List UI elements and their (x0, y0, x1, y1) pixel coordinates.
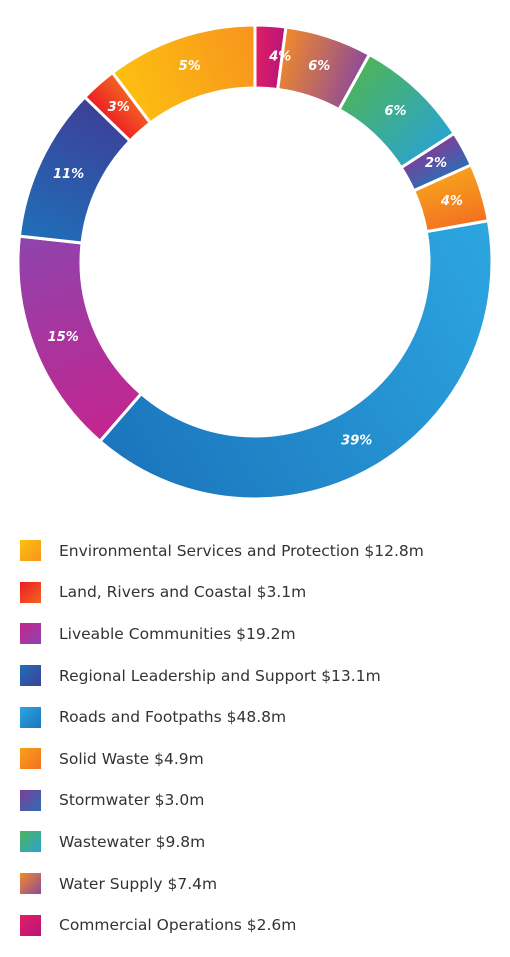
pct-label-wastewater: 6% (384, 104, 406, 119)
legend-label: Environmental Services and Protection $1… (59, 541, 424, 560)
legend-label: Wastewater $9.8m (59, 832, 206, 851)
pct-label-roads-and-footpaths: 39% (341, 434, 372, 449)
legend-item: Solid Waste $4.9m (20, 738, 500, 780)
pct-label-stormwater: 2% (425, 156, 447, 171)
pct-label-land-rivers-and-coastal: 3% (108, 100, 130, 115)
legend-swatch (20, 540, 41, 562)
legend-swatch (20, 665, 41, 687)
legend-label: Stormwater $3.0m (59, 791, 205, 810)
legend-item: Stormwater $3.0m (20, 780, 500, 822)
legend-item: Roads and Footpaths $48.8m (20, 696, 500, 738)
donut-chart: 6% 6% 2% 4% 39% 15% 11% 3% 5% 4% (16, 23, 494, 501)
legend-item: Wastewater $9.8m (20, 821, 500, 863)
legend: Environmental Services and Protection $1… (20, 530, 500, 946)
legend-swatch (20, 623, 41, 645)
legend-item: Regional Leadership and Support $13.1m (20, 655, 500, 697)
donut-slices (16, 23, 494, 501)
legend-item: Liveable Communities $19.2m (20, 613, 500, 655)
legend-label: Land, Rivers and Coastal $3.1m (59, 583, 307, 602)
legend-swatch (20, 748, 41, 770)
pct-label-environmental-services-and-protection: 5% (179, 59, 201, 74)
pct-label-liveable-communities: 15% (48, 330, 79, 345)
pct-label-solid-waste: 4% (440, 194, 463, 209)
legend-label: Roads and Footpaths $48.8m (59, 708, 287, 727)
legend-swatch (20, 581, 41, 603)
legend-swatch (20, 706, 41, 728)
legend-swatch (20, 831, 41, 853)
legend-label: Commercial Operations $2.6m (59, 916, 297, 935)
slice-roads-and-footpaths (98, 219, 494, 501)
legend-item: Land, Rivers and Coastal $3.1m (20, 572, 500, 614)
legend-item: Environmental Services and Protection $1… (20, 530, 500, 572)
legend-swatch (20, 789, 41, 811)
pct-label-water-supply: 6% (308, 59, 330, 74)
legend-label: Solid Waste $4.9m (59, 749, 204, 768)
legend-item: Commercial Operations $2.6m (20, 904, 500, 946)
slice-liveable-communities (16, 234, 143, 443)
legend-swatch (20, 873, 41, 895)
donut-percent-labels: 6% 6% 2% 4% 39% 15% 11% 3% 5% 4% (48, 50, 463, 449)
legend-label: Liveable Communities $19.2m (59, 624, 296, 643)
slice-environmental-services-and-protection (111, 23, 257, 125)
legend-label: Water Supply $7.4m (59, 874, 218, 893)
pct-label-regional-leadership-and-support: 11% (53, 167, 84, 182)
legend-swatch (20, 914, 41, 936)
legend-label: Regional Leadership and Support $13.1m (59, 666, 381, 685)
legend-item: Water Supply $7.4m (20, 863, 500, 905)
pct-label-commercial-operations: 4% (268, 50, 291, 65)
